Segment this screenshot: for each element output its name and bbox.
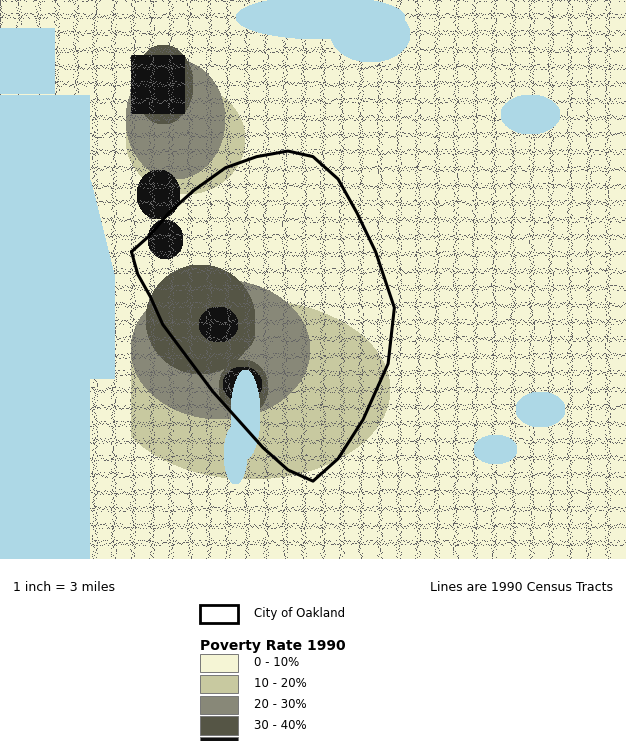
Bar	[200, 737, 238, 741]
Text: 10 - 20%: 10 - 20%	[254, 677, 306, 691]
Bar	[200, 605, 238, 623]
Text: City of Oakland: City of Oakland	[254, 608, 345, 620]
Bar	[200, 675, 238, 693]
Text: 30 - 40%: 30 - 40%	[254, 719, 306, 732]
Text: 20 - 30%: 20 - 30%	[254, 698, 306, 711]
Text: 0 - 10%: 0 - 10%	[254, 657, 299, 669]
Text: 40% or greater: 40% or greater	[254, 740, 343, 741]
Text: Poverty Rate 1990: Poverty Rate 1990	[200, 639, 346, 654]
Text: 1 inch = 3 miles: 1 inch = 3 miles	[13, 581, 115, 594]
Bar	[200, 717, 238, 734]
Bar	[200, 696, 238, 714]
Bar	[200, 654, 238, 672]
Text: Lines are 1990 Census Tracts: Lines are 1990 Census Tracts	[431, 581, 613, 594]
